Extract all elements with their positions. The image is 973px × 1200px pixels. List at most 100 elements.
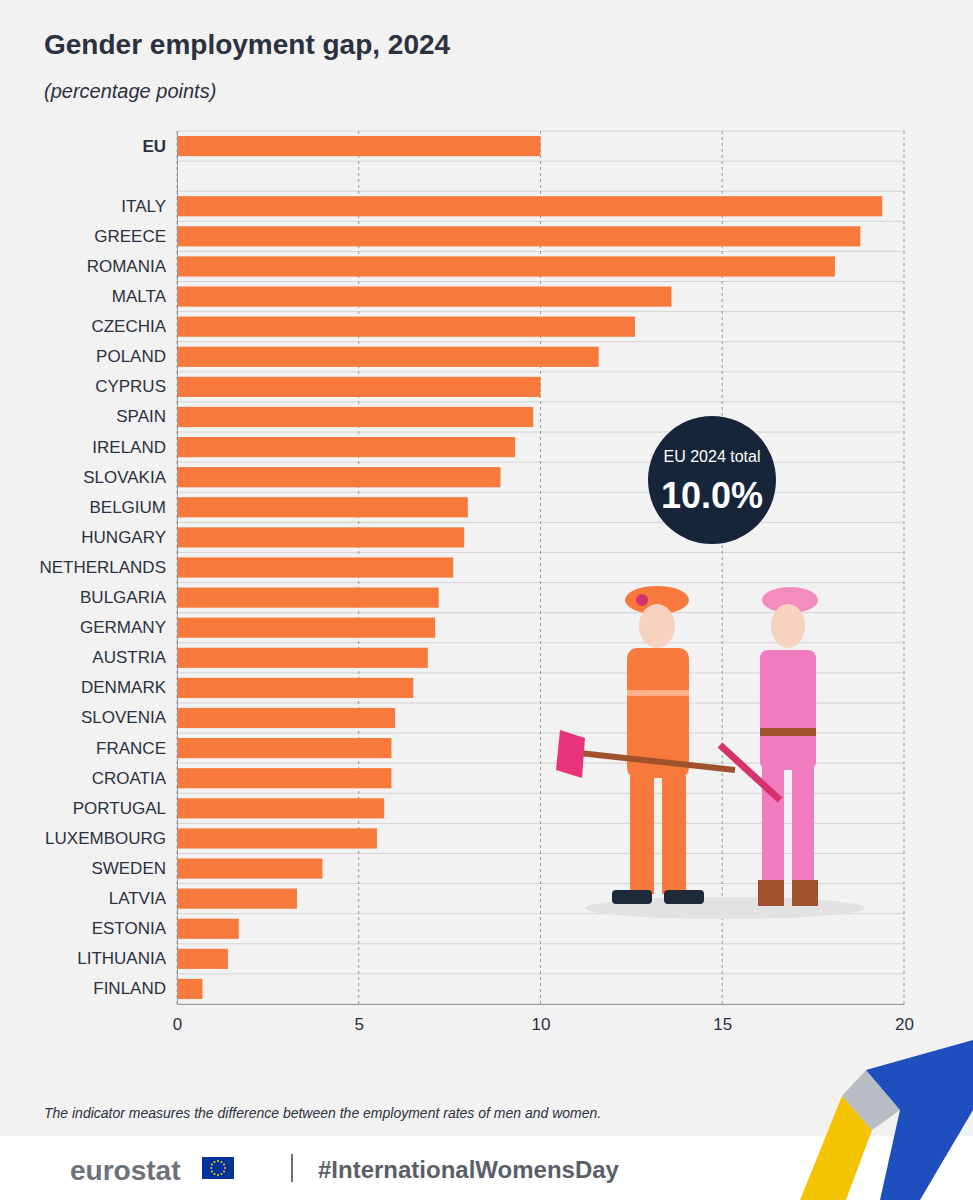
y-tick: ESTONIA <box>92 919 177 938</box>
x-tick-label: 0 <box>173 1015 182 1034</box>
y-axis: EUITALYGREECEROMANIAMALTACZECHIAPOLANDCY… <box>39 132 177 1005</box>
bar <box>177 708 395 728</box>
y-tick-label: ITALY <box>121 197 166 216</box>
belt <box>760 728 816 736</box>
y-tick: AUSTRIA <box>92 648 177 667</box>
face <box>639 604 675 648</box>
y-tick-label: ESTONIA <box>92 919 167 938</box>
bar <box>177 858 322 878</box>
flag-star <box>217 1160 219 1162</box>
badge-value: 10.0% <box>661 475 763 516</box>
bar <box>177 136 541 156</box>
boot-right <box>664 890 704 904</box>
wrench <box>720 745 780 800</box>
flag-star <box>214 1173 216 1175</box>
flag-star <box>221 1173 223 1175</box>
leg-left <box>630 776 654 894</box>
flag-star <box>217 1174 219 1176</box>
y-tick-label: NETHERLANDS <box>39 558 166 577</box>
y-tick: IRELAND <box>92 438 177 457</box>
hashtag: #InternationalWomensDay <box>318 1156 620 1183</box>
y-tick: GERMANY <box>80 618 177 637</box>
badge-label: EU 2024 total <box>664 448 761 465</box>
y-tick-label: HUNGARY <box>81 528 166 547</box>
x-tick: 10 <box>532 1004 551 1034</box>
bar <box>177 497 468 517</box>
x-axis-line <box>178 1004 905 1005</box>
decoration <box>800 1040 973 1200</box>
bar <box>177 648 428 668</box>
y-tick: BULGARIA <box>80 588 177 607</box>
y-tick: ROMANIA <box>87 257 177 276</box>
x-tick: 20 <box>895 1004 914 1034</box>
background <box>0 0 973 1200</box>
separator <box>291 1154 293 1182</box>
y-tick: FINLAND <box>93 979 177 998</box>
bar <box>177 618 435 638</box>
bar <box>177 437 515 457</box>
y-axis-line <box>177 132 178 1005</box>
face <box>771 604 805 648</box>
source: eurostat <box>70 1155 180 1186</box>
y-tick: LUXEMBOURG <box>45 829 177 848</box>
badge-circle <box>648 416 776 544</box>
y-tick-label: PORTUGAL <box>73 799 166 818</box>
bar <box>177 798 384 818</box>
y-tick: SWEDEN <box>91 859 177 878</box>
flag-star <box>224 1167 226 1169</box>
flag-star <box>223 1164 225 1166</box>
axe-handle <box>570 752 735 770</box>
y-tick: CYPRUS <box>95 377 177 396</box>
y-tick: ITALY <box>121 197 177 216</box>
y-tick-label: GERMANY <box>80 618 166 637</box>
figure-firefighter <box>556 586 735 904</box>
y-tick-label: GREECE <box>94 227 166 246</box>
stripe <box>627 690 689 696</box>
y-tick-label: LITHUANIA <box>77 949 166 968</box>
bar <box>177 377 541 397</box>
flag-star <box>211 1164 213 1166</box>
bar <box>177 919 239 939</box>
y-tick-label: FRANCE <box>96 739 166 758</box>
note: The indicator measures the difference be… <box>44 1105 601 1121</box>
y-tick-label: CZECHIA <box>91 317 166 336</box>
y-tick: FRANCE <box>96 739 177 758</box>
y-tick: BELGIUM <box>89 498 177 517</box>
y-tick-label: SLOVAKIA <box>83 468 166 487</box>
lamp <box>636 594 648 606</box>
flag-star <box>223 1171 225 1173</box>
x-tick-label: 5 <box>355 1015 364 1034</box>
bar <box>177 979 202 999</box>
bar <box>177 286 671 306</box>
y-tick-label: CYPRUS <box>95 377 166 396</box>
bar <box>177 407 533 427</box>
bar <box>177 467 501 487</box>
title: Gender employment gap, 2024 <box>44 29 451 60</box>
y-tick: GREECE <box>94 227 177 246</box>
row-lines <box>177 131 904 1004</box>
boot-right <box>792 880 818 906</box>
bar <box>177 527 464 547</box>
y-tick: PORTUGAL <box>73 799 177 818</box>
y-tick: LITHUANIA <box>77 949 177 968</box>
bars <box>177 136 882 999</box>
y-tick: NETHERLANDS <box>39 558 177 577</box>
boot-left <box>612 890 652 904</box>
bar <box>177 226 860 246</box>
body <box>760 650 816 770</box>
y-tick-label: IRELAND <box>92 438 166 457</box>
x-axis: 05101520 <box>173 1004 914 1034</box>
illustration <box>556 586 865 919</box>
bar <box>177 678 413 698</box>
chevron-blue <box>866 1040 973 1200</box>
y-tick: HUNGARY <box>81 528 177 547</box>
bar <box>177 828 377 848</box>
y-tick-label: MALTA <box>112 287 167 306</box>
badge: EU 2024 total 10.0% <box>648 416 776 544</box>
y-tick-label: AUSTRIA <box>92 648 166 667</box>
bar <box>177 738 391 758</box>
y-tick: EU <box>142 136 177 155</box>
y-tick-label: BELGIUM <box>89 498 166 517</box>
y-tick-label: ROMANIA <box>87 257 167 276</box>
bar <box>177 768 391 788</box>
